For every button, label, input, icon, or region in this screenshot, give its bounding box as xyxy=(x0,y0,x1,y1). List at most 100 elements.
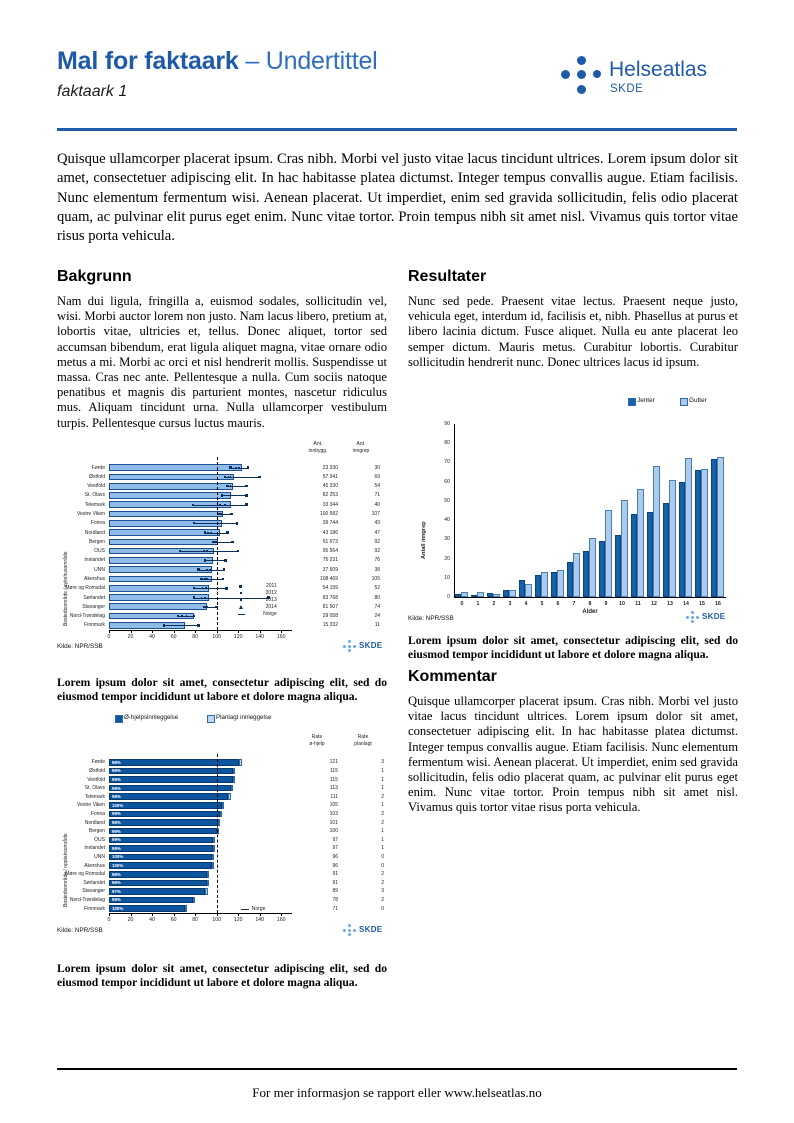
figure-3-category-label: St. Olavs xyxy=(84,785,105,792)
figure-3-bar-planlagt xyxy=(213,836,216,844)
figure-3-legend-swatch xyxy=(207,715,215,723)
figure-1-x-tick-label: 100 xyxy=(212,633,221,640)
figure-3-bar-ohjelp xyxy=(109,759,240,766)
figure-1-range-line xyxy=(180,551,239,552)
page-subtitle: faktaark 1 xyxy=(57,83,128,100)
figure-1-datapoint xyxy=(212,540,215,544)
figure-1-datapoint xyxy=(229,466,232,469)
figure-3-x-tick xyxy=(195,913,196,916)
figure-3-category-label: OUS xyxy=(94,836,105,843)
figure-3-bar-ohjelp xyxy=(109,802,223,809)
figure-1-bar xyxy=(109,529,220,536)
figure-3-category-label: Møre og Romsdal xyxy=(65,871,105,878)
figure-1-datapoint xyxy=(220,522,222,525)
figure-1-innbygg-value: 75 231 xyxy=(322,557,338,564)
figure-2-y-tick-label: 20 xyxy=(444,555,450,562)
figure-1-category-label: Østfold xyxy=(89,473,105,480)
figure-1-category-label: St. Olavs xyxy=(84,492,105,499)
figure-1-legend-marker xyxy=(239,584,243,588)
figure-3-bar-ohjelp xyxy=(109,767,233,775)
figure-1-x-tick xyxy=(216,630,218,633)
figure-1-inngrep-value: 74 xyxy=(374,603,380,610)
figure-1-bar xyxy=(109,492,231,499)
figure-2-bar-gutter xyxy=(685,457,692,597)
figure-1-datapoint xyxy=(224,475,227,479)
figure-3-x-tick xyxy=(130,913,132,916)
figure-1-x-axis xyxy=(109,630,292,631)
figure-3-pct-label: 98% xyxy=(112,897,121,903)
figure-1-category-label: Innlandet xyxy=(84,557,105,564)
figure-3-category-label: Bergen xyxy=(88,828,105,835)
figure-1-datapoint xyxy=(204,578,206,580)
figure-3-x-tick-label: 40 xyxy=(149,916,155,923)
figure-1-datapoint xyxy=(227,485,230,487)
figure-1-datapoint xyxy=(224,494,227,497)
figure-1-x-tick xyxy=(130,630,132,633)
figure-2-x-tick-label: 1 xyxy=(476,601,480,607)
figure-1-range-line xyxy=(163,625,199,627)
figure-3-bar-ohjelp xyxy=(109,819,218,826)
figure-2-bar-jenter xyxy=(566,562,574,597)
figure-1-bar xyxy=(109,566,213,574)
figure-3-rate-planlagt-value: 2 xyxy=(381,871,384,878)
figure-1-datapoint xyxy=(181,615,183,617)
figure-1-legend-label: Norge xyxy=(263,611,277,618)
figure-2-bar-gutter xyxy=(621,499,628,597)
figure-1-datapoint xyxy=(226,531,229,534)
figure-1-innbygg-value: 100 582 xyxy=(319,511,338,518)
figure-2-x-tick-label: 6 xyxy=(556,601,560,607)
figure-2-bar-jenter xyxy=(454,594,462,597)
figure-1-datapoint xyxy=(225,586,228,590)
figure-3-pct-label: 99% xyxy=(112,845,121,851)
figure-2-bar-jenter xyxy=(598,541,606,597)
figure-2-x-tick-label: 12 xyxy=(651,601,657,607)
figure-1-datapoint xyxy=(200,577,203,581)
figure-2-legend-swatch xyxy=(680,398,688,406)
figure-1-inngrep-value: 76 xyxy=(374,557,380,564)
figure-3-column-header-planlagt: Rate xyxy=(357,734,369,740)
figure-3-rate-planlagt-value: 2 xyxy=(381,819,384,826)
figure-1-inngrep-value: 11 xyxy=(374,622,380,629)
figure-3-bar-ohjelp xyxy=(109,793,229,800)
figure-2-x-tick-label: 5 xyxy=(540,601,544,607)
figure-1-datapoint xyxy=(185,615,188,617)
figure-3-pct-label: 99% xyxy=(112,785,121,791)
figure-2-y-tick-label: 70 xyxy=(444,459,450,466)
figure-1-datapoint xyxy=(206,568,208,571)
figure-2-x-tick-label: 13 xyxy=(667,601,673,607)
figure-3-column-header-planlagt-2: planlagt xyxy=(354,741,372,747)
figure-3-bar-planlagt xyxy=(206,879,210,887)
logo-wordmark: Helseatlas xyxy=(609,58,708,81)
figure-2-x-tick-label: 8 xyxy=(588,601,592,607)
figure-3-column-header-ohjelp: Rate xyxy=(311,734,323,740)
figure-1-datapoint xyxy=(219,513,221,515)
figure-2-bar-jenter xyxy=(502,590,510,597)
figure-3-norge-label: Norge xyxy=(251,906,266,913)
figure-1-bar xyxy=(109,584,210,592)
figure-2-x-tick-label: 16 xyxy=(715,601,721,607)
figure-1-bar xyxy=(109,501,231,509)
figure-1-range-line xyxy=(198,569,225,571)
figure-3-bar-ohjelp xyxy=(109,853,213,861)
figure-1-category-label: Bergen xyxy=(88,538,105,545)
figure-3-rate-planlagt-value: 2 xyxy=(381,793,384,800)
figure-3-rate-ohjelp-value: 121 xyxy=(329,759,338,766)
figure-3-category-label: Stavanger xyxy=(82,888,105,895)
figure-1-range-line xyxy=(194,597,269,599)
figure-1-x-tick-label: 160 xyxy=(276,633,286,640)
skde-mini-wordmark: SKDE xyxy=(359,641,383,650)
figure-3-rate-ohjelp-value: 96 xyxy=(332,854,338,861)
figure-1-datapoint xyxy=(192,596,196,599)
figure-2-bar-jenter xyxy=(662,502,670,597)
figure-1-dotplot: Ant. innbygg. Ant. inngrep Bostedsområde / s… xyxy=(57,437,387,652)
figure-3-x-tick xyxy=(152,913,153,916)
figure-3-bar-ohjelp xyxy=(109,827,217,835)
figure-1-datapoint xyxy=(201,587,204,590)
figure-3-x-tick-label: 140 xyxy=(255,916,265,923)
figure-2-x-tick-label: 7 xyxy=(572,601,576,607)
figure-3-rate-planlagt-value: 1 xyxy=(381,785,384,792)
figure-1-innbygg-value: 29 058 xyxy=(322,613,338,620)
figure-2-x-axis-label: Alder xyxy=(582,609,598,615)
figure-3-pct-label: 98% xyxy=(112,759,121,765)
figure-1-x-tick xyxy=(195,630,196,633)
